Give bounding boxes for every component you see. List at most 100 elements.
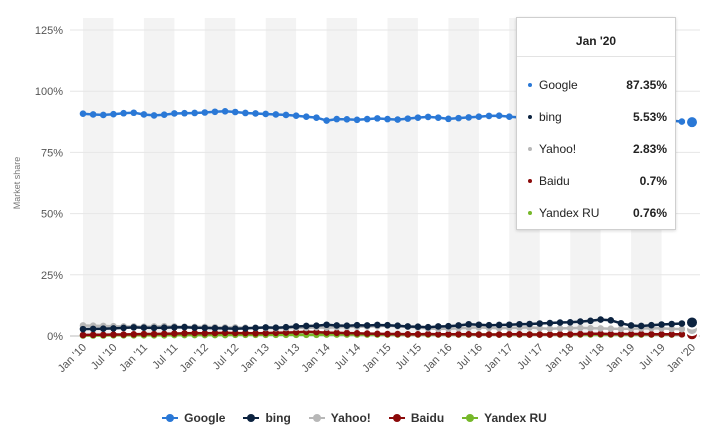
- data-point[interactable]: [617, 325, 625, 333]
- data-point[interactable]: [140, 111, 148, 118]
- data-point[interactable]: [577, 330, 584, 338]
- data-point[interactable]: [495, 331, 503, 338]
- data-point[interactable]: [242, 325, 249, 332]
- data-point[interactable]: [485, 112, 493, 120]
- data-point[interactable]: [384, 115, 391, 123]
- data-point[interactable]: [150, 112, 158, 119]
- data-point[interactable]: [79, 110, 87, 118]
- data-point[interactable]: [394, 116, 401, 123]
- legend-item-yandex[interactable]: Yandex RU: [462, 411, 547, 425]
- data-point[interactable]: [120, 109, 127, 117]
- data-point[interactable]: [506, 330, 513, 338]
- data-point[interactable]: [434, 114, 442, 121]
- data-point[interactable]: [262, 110, 270, 118]
- data-point[interactable]: [262, 324, 270, 331]
- data-point[interactable]: [475, 113, 483, 120]
- data-point[interactable]: [211, 324, 219, 332]
- data-point[interactable]: [343, 322, 351, 330]
- data-point[interactable]: [363, 330, 371, 337]
- data-point[interactable]: [130, 330, 138, 338]
- data-point[interactable]: [343, 329, 351, 337]
- data-point[interactable]: [485, 331, 493, 338]
- data-point[interactable]: [140, 324, 148, 331]
- data-point[interactable]: [577, 324, 584, 332]
- data-point[interactable]: [313, 328, 320, 336]
- data-point[interactable]: [495, 112, 503, 119]
- data-point[interactable]: [221, 325, 229, 332]
- data-point[interactable]: [434, 330, 442, 338]
- data-point[interactable]: [211, 108, 219, 116]
- data-point[interactable]: [485, 321, 493, 329]
- data-point[interactable]: [242, 109, 249, 117]
- data-point[interactable]: [303, 322, 310, 330]
- legend-item-yahoo[interactable]: Yahoo!: [308, 411, 371, 425]
- data-point[interactable]: [110, 331, 117, 338]
- data-point[interactable]: [191, 329, 198, 337]
- data-point[interactable]: [150, 324, 158, 332]
- data-point[interactable]: [363, 115, 371, 123]
- data-point[interactable]: [120, 331, 127, 338]
- data-point[interactable]: [546, 331, 554, 338]
- data-point[interactable]: [343, 116, 351, 123]
- data-point[interactable]: [607, 325, 615, 332]
- data-point[interactable]: [607, 330, 615, 338]
- data-point[interactable]: [374, 321, 381, 329]
- data-point[interactable]: [658, 330, 665, 338]
- data-point[interactable]: [475, 331, 483, 338]
- data-point[interactable]: [424, 113, 432, 121]
- data-point[interactable]: [292, 329, 300, 336]
- data-point[interactable]: [89, 325, 97, 333]
- data-point[interactable]: [556, 325, 564, 332]
- data-point[interactable]: [353, 330, 361, 337]
- data-point[interactable]: [292, 112, 300, 119]
- data-point[interactable]: [526, 331, 533, 338]
- data-point[interactable]: [221, 107, 229, 115]
- data-point[interactable]: [374, 330, 381, 338]
- data-point[interactable]: [313, 322, 320, 330]
- data-point[interactable]: [191, 109, 198, 117]
- data-point[interactable]: [685, 115, 699, 130]
- data-point[interactable]: [404, 330, 412, 338]
- data-point[interactable]: [546, 325, 554, 332]
- data-point[interactable]: [79, 325, 87, 333]
- data-point[interactable]: [668, 325, 675, 333]
- data-point[interactable]: [668, 320, 675, 328]
- data-point[interactable]: [475, 321, 483, 329]
- data-point[interactable]: [658, 321, 665, 328]
- data-point[interactable]: [191, 324, 198, 331]
- data-point[interactable]: [414, 330, 422, 338]
- data-point[interactable]: [333, 115, 341, 123]
- data-point[interactable]: [181, 323, 188, 331]
- data-point[interactable]: [262, 329, 270, 337]
- data-point[interactable]: [181, 330, 188, 337]
- data-point[interactable]: [303, 113, 310, 120]
- data-point[interactable]: [617, 330, 625, 338]
- data-point[interactable]: [231, 325, 239, 332]
- data-point[interactable]: [181, 109, 188, 117]
- data-point[interactable]: [597, 325, 604, 332]
- data-point[interactable]: [292, 323, 300, 330]
- data-point[interactable]: [171, 330, 178, 337]
- data-point[interactable]: [100, 331, 107, 339]
- data-point[interactable]: [455, 322, 462, 329]
- data-point[interactable]: [648, 321, 655, 329]
- data-point[interactable]: [465, 114, 473, 121]
- data-point[interactable]: [363, 322, 371, 329]
- data-point[interactable]: [272, 324, 280, 331]
- data-point[interactable]: [272, 111, 280, 118]
- data-point[interactable]: [617, 319, 625, 327]
- data-point[interactable]: [414, 323, 422, 330]
- data-point[interactable]: [252, 330, 259, 337]
- data-point[interactable]: [516, 320, 523, 328]
- data-point[interactable]: [536, 324, 544, 332]
- data-point[interactable]: [516, 330, 523, 338]
- data-point[interactable]: [445, 322, 452, 330]
- data-point[interactable]: [445, 330, 452, 338]
- data-point[interactable]: [374, 115, 381, 122]
- data-point[interactable]: [678, 325, 686, 333]
- data-point[interactable]: [566, 330, 574, 338]
- data-point[interactable]: [333, 329, 341, 337]
- legend-item-google[interactable]: Google: [162, 411, 225, 425]
- data-point[interactable]: [89, 331, 97, 339]
- data-point[interactable]: [110, 325, 117, 332]
